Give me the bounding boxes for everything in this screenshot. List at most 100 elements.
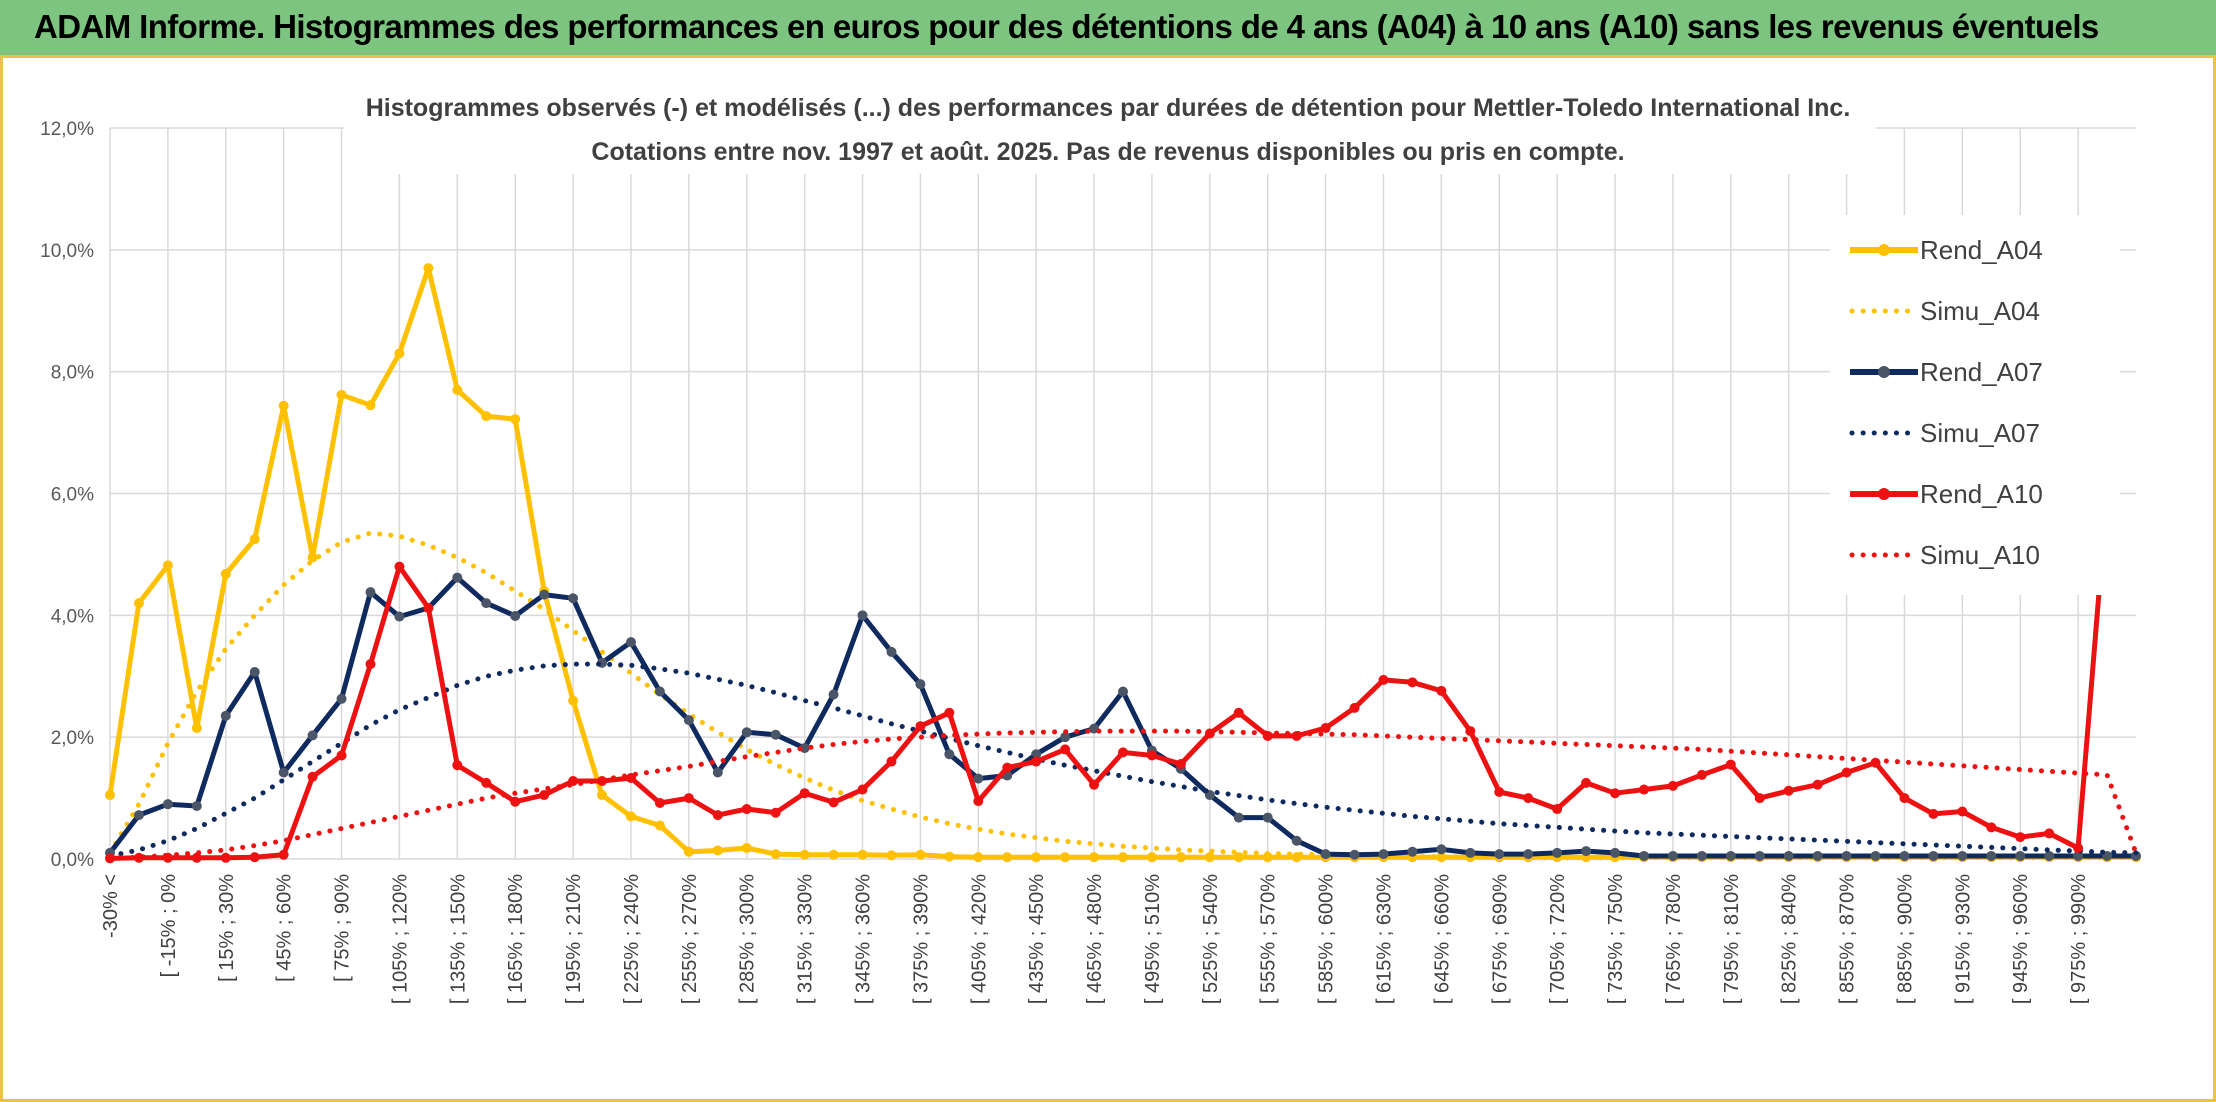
legend-label-rend-a10: Rend_A10 (1920, 479, 2043, 509)
y-tick-label: 10,0% (40, 241, 94, 262)
point-rend-a10 (1465, 726, 1476, 737)
x-tick-label: [ 975% ; 990% (2068, 874, 2090, 1004)
point-rend-a07 (625, 637, 636, 648)
point-rend-a10 (1494, 786, 1505, 797)
point-rend-a10 (1031, 756, 1042, 767)
legend-marker-rend-a04 (1878, 244, 1890, 256)
point-rend-a10 (973, 796, 984, 807)
point-rend-a10 (886, 756, 897, 767)
point-rend-a07 (1928, 850, 1939, 861)
point-rend-a07 (683, 715, 694, 726)
point-rend-a10 (1638, 784, 1649, 795)
x-tick-label: [ 525% ; 540% (1200, 874, 1222, 1004)
point-rend-a04 (336, 389, 347, 400)
point-rend-a10 (2044, 828, 2055, 839)
x-axis-ticks: -30% < [ -15% ; 0% [ 15% ; 30% [ 45% ; 60% [… (100, 874, 2090, 1004)
y-tick-label: 4,0% (51, 606, 94, 627)
point-rend-a07 (770, 729, 781, 740)
x-tick-label: [ 45% ; 60% (274, 874, 296, 982)
x-tick-label: [ 135% ; 150% (447, 874, 469, 1004)
point-rend-a10 (336, 750, 347, 761)
point-rend-a07 (336, 693, 347, 704)
x-tick-label: [ 675% ; 690% (1489, 874, 1511, 1004)
point-rend-a07 (1407, 846, 1418, 857)
point-rend-a10 (2015, 832, 2026, 843)
x-tick-label: [ 495% ; 510% (1142, 874, 1164, 1004)
point-rend-a10 (307, 771, 318, 782)
point-rend-a07 (886, 646, 897, 657)
x-tick-label: [ 195% ; 210% (563, 874, 585, 1004)
x-tick-label: [ 225% ; 240% (621, 874, 643, 1004)
series-simu-a07 (107, 661, 2139, 859)
point-rend-a04 (828, 849, 839, 860)
point-rend-a04 (365, 400, 376, 411)
point-rend-a04 (307, 552, 318, 563)
point-rend-a07 (1349, 849, 1360, 860)
point-rend-a10 (220, 852, 231, 863)
point-rend-a07 (654, 686, 665, 697)
point-rend-a07 (365, 587, 376, 598)
x-tick-label: [ 705% ; 720% (1547, 874, 1569, 1004)
point-rend-a10 (1060, 744, 1071, 755)
x-tick-label: [ 735% ; 750% (1605, 874, 1627, 1004)
chart-title-background (344, 82, 1876, 174)
x-tick-label: [ 255% ; 270% (679, 874, 701, 1004)
y-tick-label: 6,0% (51, 485, 94, 506)
point-rend-a04 (712, 845, 723, 856)
series-rend-a07 (108, 575, 2136, 859)
x-tick-label: [ 465% ; 480% (1084, 874, 1106, 1004)
point-rend-a07 (799, 743, 810, 754)
point-rend-a07 (1494, 849, 1505, 860)
point-rend-a07 (2015, 850, 2026, 861)
point-rend-a10 (1552, 804, 1563, 815)
x-tick-label: [ 435% ; 450% (1026, 874, 1048, 1004)
point-rend-a07 (1870, 850, 1881, 861)
point-rend-a04 (481, 411, 492, 422)
point-rend-a07 (1638, 850, 1649, 861)
point-rend-a07 (2044, 850, 2055, 861)
point-rend-a10 (394, 561, 405, 572)
point-rend-a04 (568, 695, 579, 706)
point-rend-a07 (1118, 686, 1128, 697)
x-tick-label: [ -15% ; 0% (158, 874, 180, 978)
point-rend-a07 (481, 598, 492, 609)
legend-marker-rend-a10 (1878, 488, 1890, 500)
point-rend-a10 (712, 810, 723, 821)
point-rend-a10 (1407, 677, 1418, 688)
legend: Rend_A04 Simu_A04 Rend_A07 Simu_A07 Rend_A10… (1849, 235, 2043, 570)
point-rend-a07 (1667, 850, 1678, 861)
banner-title: ADAM Informe. Histogrammes des performan… (34, 8, 2099, 45)
x-tick-label: [ 765% ; 780% (1663, 874, 1685, 1004)
point-rend-a10 (539, 790, 550, 801)
point-rend-a10 (278, 849, 289, 860)
point-rend-a10 (1754, 793, 1765, 804)
point-rend-a10 (654, 797, 665, 808)
point-rend-a07 (1291, 835, 1302, 846)
point-rend-a07 (1320, 849, 1331, 860)
point-rend-a10 (1986, 822, 1997, 833)
point-rend-a04 (1175, 852, 1186, 863)
point-rend-a07 (1783, 850, 1794, 861)
point-rend-a07 (1957, 850, 1968, 861)
legend-label-simu-a07: Simu_A07 (1920, 418, 2040, 448)
point-rend-a10 (1783, 785, 1794, 796)
point-rend-a07 (1233, 812, 1244, 823)
x-tick-label: [ 165% ; 180% (505, 874, 527, 1004)
point-rend-a10 (481, 777, 492, 788)
x-tick-label: [ 405% ; 420% (968, 874, 990, 1004)
x-tick-label: [ 825% ; 840% (1779, 874, 1801, 1004)
point-rend-a10 (799, 788, 810, 799)
point-rend-a04 (1002, 852, 1013, 863)
x-tick-label: [ 105% ; 120% (389, 874, 411, 1004)
point-rend-a10 (741, 804, 752, 815)
point-rend-a04 (1204, 852, 1215, 863)
legend-label-rend-a07: Rend_A07 (1920, 357, 2043, 387)
point-rend-a07 (712, 767, 723, 778)
point-rend-a04 (770, 849, 781, 860)
point-rend-a04 (654, 820, 665, 831)
point-rend-a07 (162, 799, 173, 810)
point-rend-a07 (1812, 850, 1823, 861)
legend-label-rend-a04: Rend_A04 (1920, 235, 2043, 265)
x-tick-label: [ 855% ; 870% (1837, 874, 1859, 1004)
legend-marker-rend-a07 (1878, 366, 1890, 378)
